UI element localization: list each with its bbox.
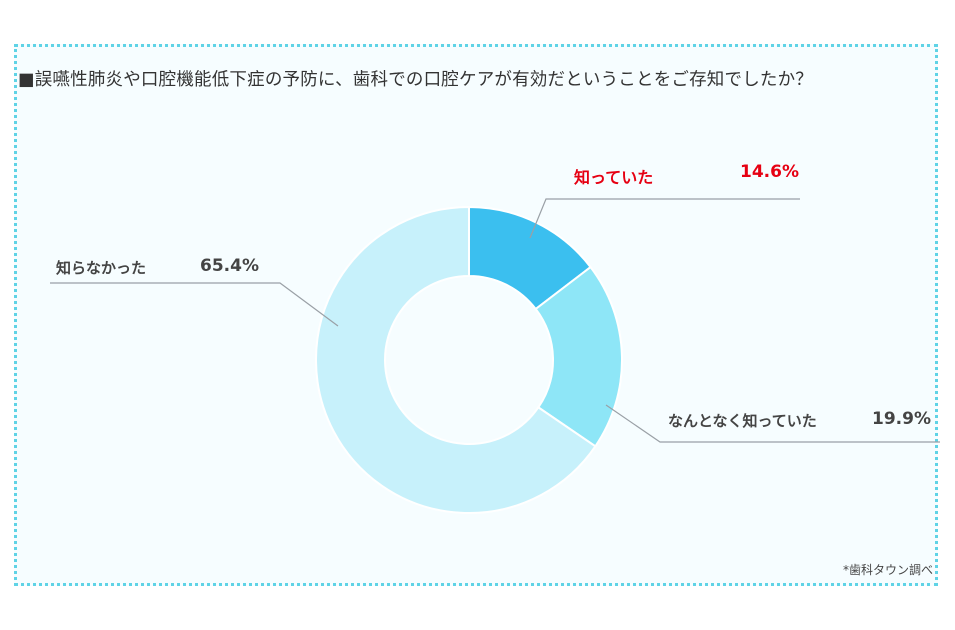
label-known-name: 知っていた <box>574 168 654 187</box>
leader-known <box>529 198 800 239</box>
leader-somewhat-known <box>605 404 940 443</box>
leader-unknown <box>50 282 339 327</box>
chart-title: ■誤嚥性肺炎や口腔機能低下症の予防に、歯科での口腔ケアが有効だということをご存知… <box>18 70 814 90</box>
source-note: *歯科タウン調べ <box>842 563 933 577</box>
slice-unknown <box>315 205 597 514</box>
label-known-value: 14.6% <box>740 162 799 182</box>
label-somewhat-name: なんとなく知っていた <box>668 412 817 430</box>
label-unknown-value: 65.4% <box>200 256 259 276</box>
label-somewhat-value: 19.9% <box>872 409 931 429</box>
label-unknown-name: 知らなかった <box>56 259 147 277</box>
slice-somewhat-known <box>534 265 623 448</box>
